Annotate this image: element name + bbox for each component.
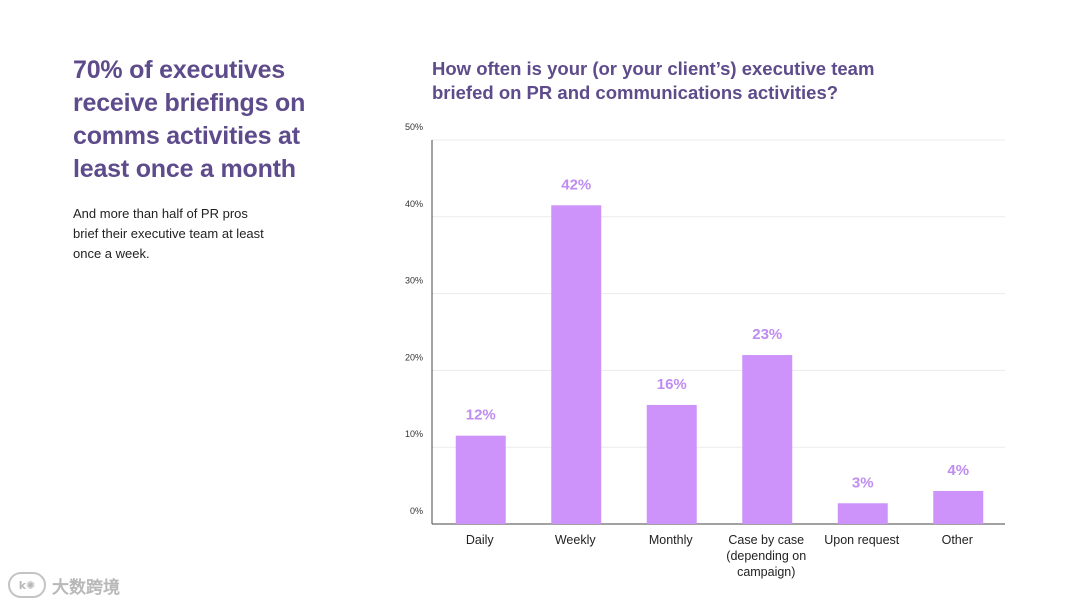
watermark-logo-icon: k✺ xyxy=(8,572,46,598)
x-tick-label: Upon request xyxy=(824,533,900,547)
watermark-text: 大数跨境 xyxy=(52,577,120,598)
bar xyxy=(933,490,984,524)
x-tick-label: Case by case xyxy=(728,533,804,547)
data-label: 12% xyxy=(466,407,496,424)
data-label: 4% xyxy=(947,462,969,479)
x-tick-label: Daily xyxy=(466,533,495,547)
watermark: k✺ 大数跨境 xyxy=(8,572,120,598)
y-tick-label: 20% xyxy=(405,352,423,362)
bar xyxy=(837,503,888,524)
y-tick-label: 50% xyxy=(405,122,423,132)
subtext: And more than half of PR pros brief thei… xyxy=(73,206,264,261)
y-tick-label: 40% xyxy=(405,199,423,209)
headline: 70% of executives receive briefings on c… xyxy=(73,56,306,183)
x-tick-label: (depending on xyxy=(726,549,806,563)
x-tick-label: campaign) xyxy=(737,565,795,579)
y-tick-label: 30% xyxy=(405,276,423,286)
bar xyxy=(742,355,793,524)
chart-title: How often is your (or your client’s) exe… xyxy=(432,58,875,103)
x-tick-label: Weekly xyxy=(555,533,597,547)
x-tick-label: Other xyxy=(942,533,973,547)
bar xyxy=(551,205,602,524)
bar xyxy=(455,435,506,524)
y-tick-label: 0% xyxy=(410,506,423,516)
y-tick-label: 10% xyxy=(405,429,423,439)
bar xyxy=(646,404,697,524)
data-label: 3% xyxy=(852,474,874,491)
x-tick-label: Monthly xyxy=(649,533,694,547)
data-label: 23% xyxy=(752,326,782,343)
data-label: 42% xyxy=(561,176,591,193)
data-label: 16% xyxy=(657,376,687,393)
